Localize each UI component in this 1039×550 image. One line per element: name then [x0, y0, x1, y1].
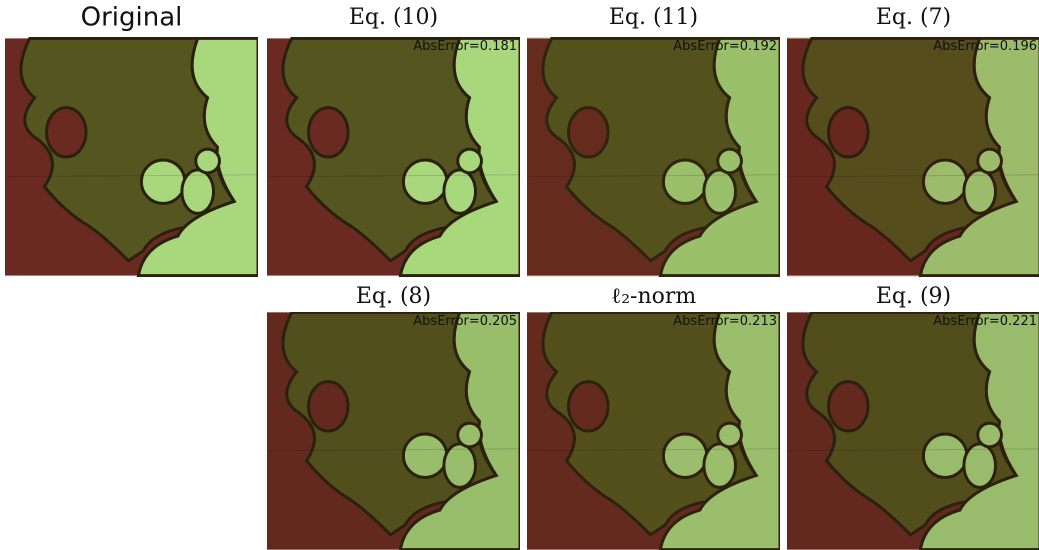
panel-tint: [787, 37, 1039, 277]
panel-title: Eq. (9): [876, 284, 951, 309]
panel-image: [267, 38, 520, 275]
panel-tint: [527, 37, 780, 277]
panel-title: Eq. (11): [609, 5, 698, 30]
error-label: AbsError=0.213: [673, 314, 777, 329]
panel-tint: [527, 312, 780, 550]
panel-tint: [787, 312, 1039, 550]
error-label: AbsError=0.181: [413, 39, 517, 54]
panel-title: ℓ₂-norm: [611, 284, 697, 309]
panels: Original Eq. (10) AbsError=0.181 Eq. (11) Ab…: [5, 3, 1039, 550]
panel-title: Original: [81, 3, 183, 33]
figure: Original Eq. (10) AbsError=0.181 Eq. (11) Ab…: [0, 0, 1039, 550]
panel-title: Eq. (8): [356, 284, 431, 309]
panel-title: Eq. (7): [876, 5, 951, 30]
error-label: AbsError=0.196: [933, 39, 1037, 54]
panel-image: [5, 38, 258, 275]
error-label: AbsError=0.221: [933, 314, 1037, 329]
panel-tint: [267, 312, 520, 550]
panel-title: Eq. (10): [349, 5, 438, 30]
error-label: AbsError=0.205: [413, 314, 517, 329]
error-label: AbsError=0.192: [673, 39, 777, 54]
